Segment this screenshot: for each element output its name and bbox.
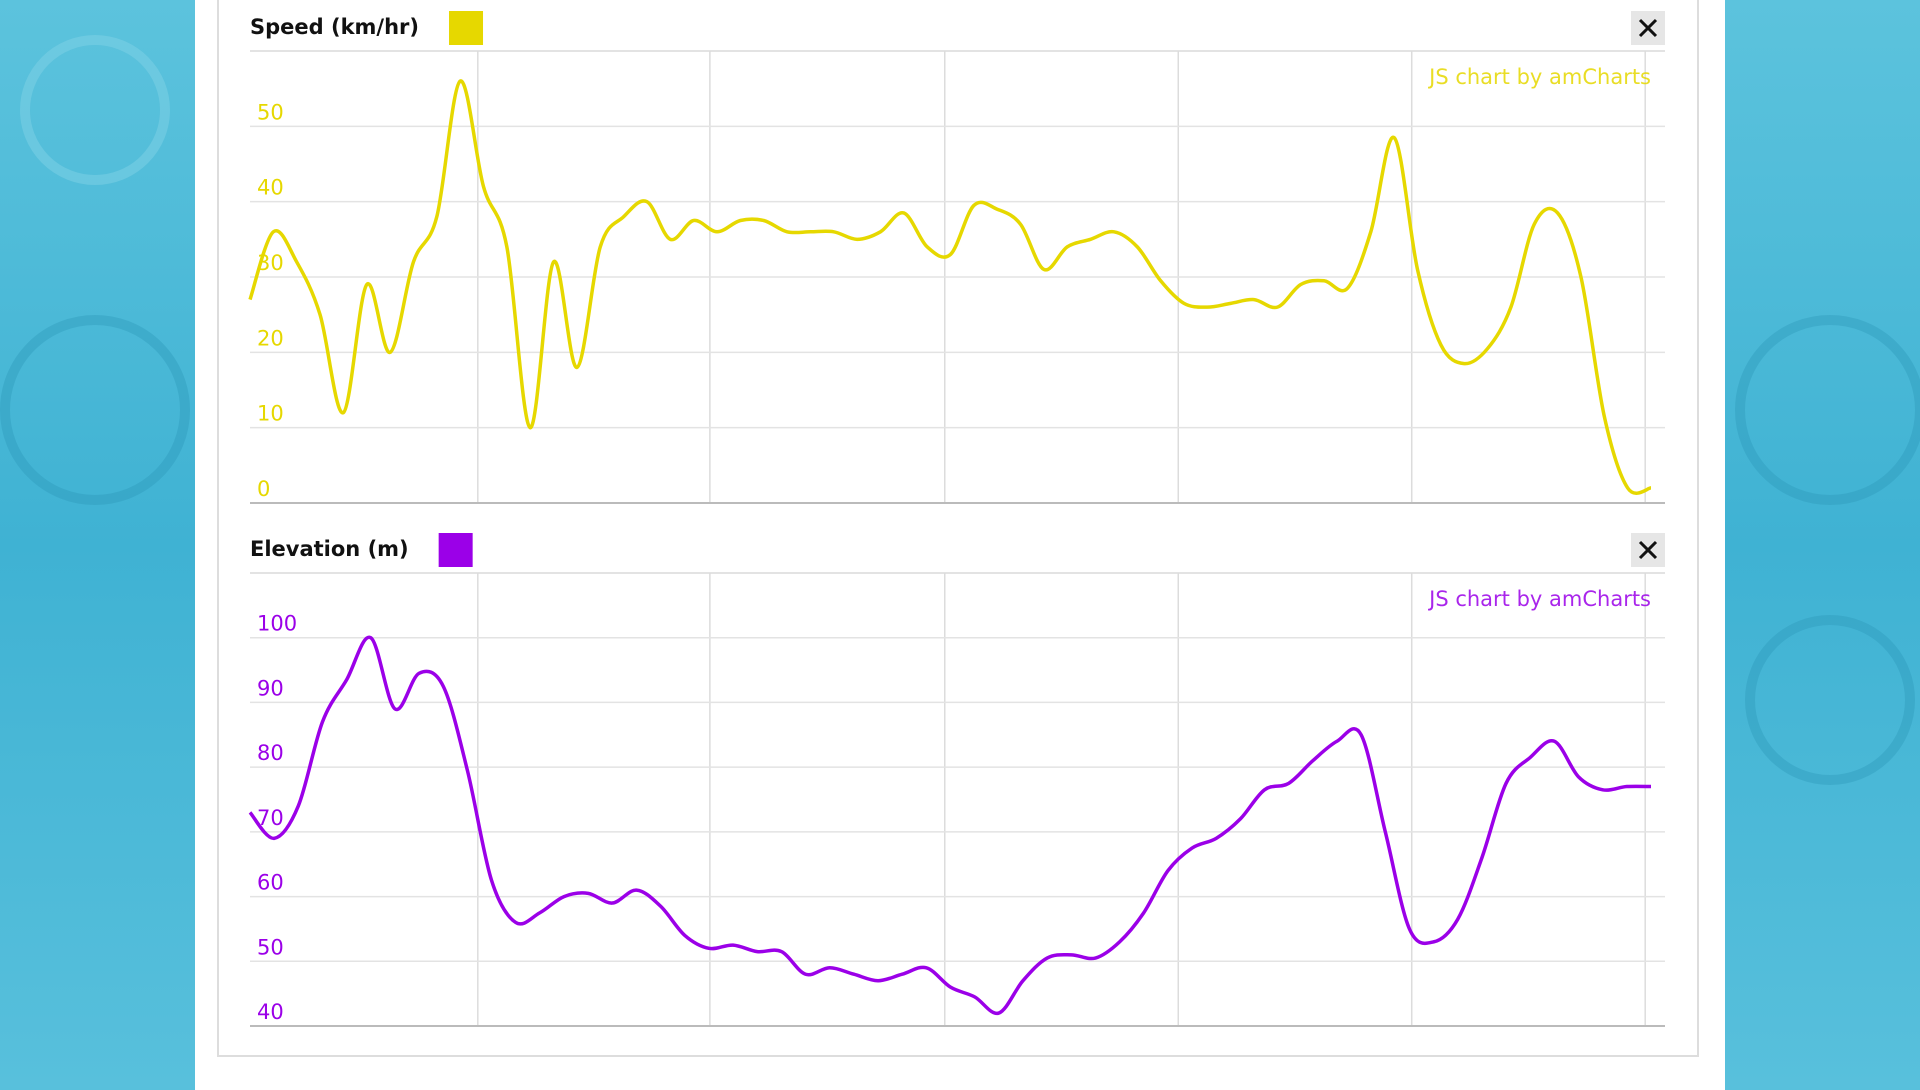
y-tick-label: 100: [257, 612, 297, 636]
y-tick-label: 0: [257, 477, 270, 501]
legend-swatch: [438, 533, 473, 567]
decor: [20, 35, 170, 185]
panel: [217, 0, 1699, 1057]
close-icon[interactable]: [1638, 540, 1658, 560]
y-tick-label: 10: [257, 402, 284, 426]
y-tick-label: 50: [257, 100, 284, 124]
chart-title: Elevation (m): [250, 537, 409, 561]
y-tick-label: 20: [257, 326, 284, 350]
legend-swatch: [449, 11, 484, 45]
y-tick-label: 90: [257, 676, 284, 700]
y-tick-label: 50: [257, 935, 284, 959]
y-tick-label: 60: [257, 871, 284, 895]
y-tick-label: 40: [257, 176, 284, 200]
decor: [1745, 615, 1915, 785]
y-tick-label: 80: [257, 741, 284, 765]
series-line: [248, 79, 1652, 495]
y-tick-label: 40: [257, 1000, 284, 1024]
credit: JS chart by amCharts: [1427, 65, 1651, 89]
background-left: [0, 0, 195, 1090]
close-icon[interactable]: [1638, 18, 1658, 38]
chart-title: Speed (km/hr): [250, 15, 419, 39]
decor: [1735, 315, 1920, 505]
decor: [0, 315, 190, 505]
series-line: [248, 635, 1652, 1016]
background-right: [1725, 0, 1920, 1090]
credit: JS chart by amCharts: [1427, 587, 1651, 611]
